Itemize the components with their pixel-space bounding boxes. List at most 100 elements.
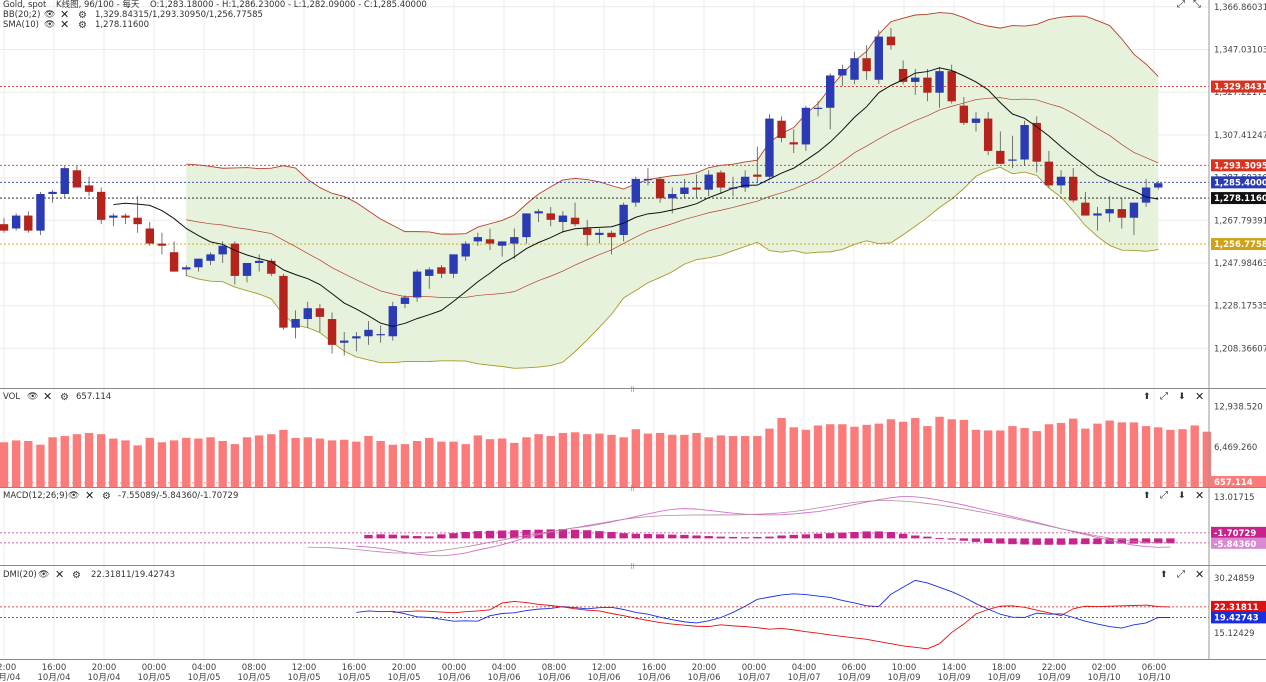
close-icon[interactable]: ✕ bbox=[60, 8, 69, 21]
eye-icon[interactable]: 👁 bbox=[38, 570, 49, 580]
gear-icon[interactable]: ⚙ bbox=[78, 10, 87, 21]
eye-icon[interactable]: 👁 bbox=[44, 20, 55, 30]
macd-histogram-bar bbox=[558, 529, 568, 539]
candle-body bbox=[97, 191, 106, 220]
x-axis-date: 10月/09 bbox=[1038, 673, 1071, 682]
macd-histogram-bar bbox=[534, 529, 543, 539]
expand-icon[interactable]: ⤢ bbox=[1160, 391, 1168, 402]
candle-body bbox=[1020, 125, 1029, 160]
dmi-axis-tick: 30.24859 bbox=[1214, 574, 1255, 584]
dmi-axis-tick: 15.12429 bbox=[1214, 629, 1255, 639]
price-panel-controls: ⤢ ⤡ bbox=[1177, 0, 1201, 10]
candle-body bbox=[570, 217, 580, 225]
price-label-box bbox=[1211, 80, 1266, 93]
volume-bar bbox=[971, 429, 981, 487]
price-axis-tick: 1,327.22175 bbox=[1214, 88, 1266, 98]
macd-histogram-bar bbox=[376, 534, 385, 539]
resize-handle-icon[interactable]: ⠿ bbox=[630, 386, 635, 394]
close-icon[interactable]: ✕ bbox=[1195, 489, 1204, 502]
move-down-icon[interactable]: ⬇ bbox=[1178, 392, 1186, 402]
candle-body bbox=[510, 237, 519, 244]
macd-histogram-bar bbox=[838, 532, 847, 539]
volume-bar bbox=[947, 419, 956, 487]
close-icon[interactable]: ✕ bbox=[60, 18, 69, 31]
candle-body bbox=[473, 237, 483, 242]
symbol-label: Gold, spot bbox=[3, 0, 47, 10]
vol-label-box bbox=[1211, 476, 1266, 487]
candle-body bbox=[254, 260, 264, 263]
candle-body bbox=[765, 118, 774, 177]
candle-body bbox=[157, 243, 167, 246]
macd-histogram-bar bbox=[971, 538, 981, 542]
candle-body bbox=[1117, 209, 1126, 218]
candle-body bbox=[522, 213, 531, 238]
volume-bar bbox=[242, 437, 252, 487]
move-up-icon[interactable]: ⬆ bbox=[1160, 570, 1168, 580]
volume-bar bbox=[121, 440, 130, 487]
move-up-icon[interactable]: ⬆ bbox=[1143, 491, 1151, 501]
move-down-icon[interactable]: ⬇ bbox=[1178, 491, 1186, 501]
volume-bar bbox=[194, 438, 203, 487]
gear-icon[interactable]: ⚙ bbox=[72, 570, 81, 581]
volume-bar bbox=[874, 423, 883, 487]
close-icon[interactable]: ✕ bbox=[1195, 390, 1204, 403]
x-axis-time: 08:00 bbox=[542, 663, 567, 673]
volume-bar bbox=[826, 424, 835, 487]
eye-icon[interactable]: 👁 bbox=[68, 491, 79, 501]
dmi-indicator-name: DMI(20) bbox=[3, 570, 37, 580]
expand-icon[interactable]: ⤢ bbox=[1160, 490, 1168, 501]
close-icon[interactable]: ✕ bbox=[55, 568, 64, 581]
expand-icon[interactable]: ⤢ bbox=[1177, 569, 1185, 580]
close-icon[interactable]: ✕ bbox=[43, 390, 52, 403]
x-axis-time: 20:00 bbox=[392, 663, 417, 673]
eye-icon[interactable]: 👁 bbox=[27, 392, 38, 402]
move-up-icon[interactable]: ⬆ bbox=[1143, 392, 1151, 402]
candle-body bbox=[437, 267, 446, 274]
volume-bar bbox=[1093, 423, 1102, 487]
volume-bar bbox=[813, 425, 823, 487]
x-axis-date: 10月/10 bbox=[1138, 673, 1171, 682]
collapse-icon[interactable]: ⤡ bbox=[1193, 0, 1201, 10]
macd-histogram-bar bbox=[1069, 538, 1078, 545]
candle-body bbox=[619, 204, 628, 235]
candle-body bbox=[485, 239, 495, 244]
close-icon[interactable]: ✕ bbox=[1195, 568, 1204, 581]
candle-body bbox=[850, 58, 859, 80]
gear-icon[interactable]: ⚙ bbox=[102, 491, 111, 502]
x-axis-date: 10月/07 bbox=[738, 673, 771, 682]
candle-body bbox=[1069, 176, 1078, 201]
macd-histogram-bar bbox=[546, 529, 555, 539]
volume-bar bbox=[704, 437, 713, 487]
candle-body bbox=[583, 228, 592, 235]
gear-icon[interactable]: ⚙ bbox=[78, 20, 87, 31]
close-icon[interactable]: ✕ bbox=[85, 489, 94, 502]
x-axis-time: 00:00 bbox=[142, 663, 167, 673]
x-axis-time: 12:00 bbox=[292, 663, 317, 673]
candle-body bbox=[1105, 209, 1114, 214]
price-label-text: 1,278.11600 bbox=[1214, 194, 1266, 204]
volume-bar bbox=[327, 440, 337, 487]
sma-controls: 👁 ✕ ⚙ bbox=[44, 18, 87, 31]
macd-histogram-bar bbox=[619, 533, 628, 539]
volume-bar bbox=[534, 434, 543, 487]
x-axis-time: 06:00 bbox=[1142, 663, 1167, 673]
macd-histogram-bar bbox=[765, 536, 774, 539]
candle-body bbox=[935, 71, 944, 93]
eye-icon[interactable]: 👁 bbox=[44, 10, 55, 20]
candle-body bbox=[388, 306, 397, 337]
macd-histogram-bar bbox=[813, 533, 823, 539]
resize-handle-icon[interactable]: ⠿ bbox=[630, 563, 635, 571]
candle-body bbox=[1129, 202, 1139, 218]
volume-bar bbox=[753, 436, 762, 487]
candle-body bbox=[230, 243, 240, 276]
candle-body bbox=[1032, 122, 1041, 162]
gear-icon[interactable]: ⚙ bbox=[60, 392, 69, 403]
expand-icon[interactable]: ⤢ bbox=[1177, 0, 1185, 10]
resize-handle-icon[interactable]: ⠿ bbox=[630, 485, 635, 493]
candle-body bbox=[364, 329, 373, 337]
volume-bar bbox=[218, 441, 227, 487]
candle-body bbox=[1056, 176, 1066, 186]
volume-bar bbox=[1129, 422, 1139, 487]
ohlc-readout: O:1,283.18000 - H:1,286.23000 - L:1,282.… bbox=[150, 0, 427, 10]
